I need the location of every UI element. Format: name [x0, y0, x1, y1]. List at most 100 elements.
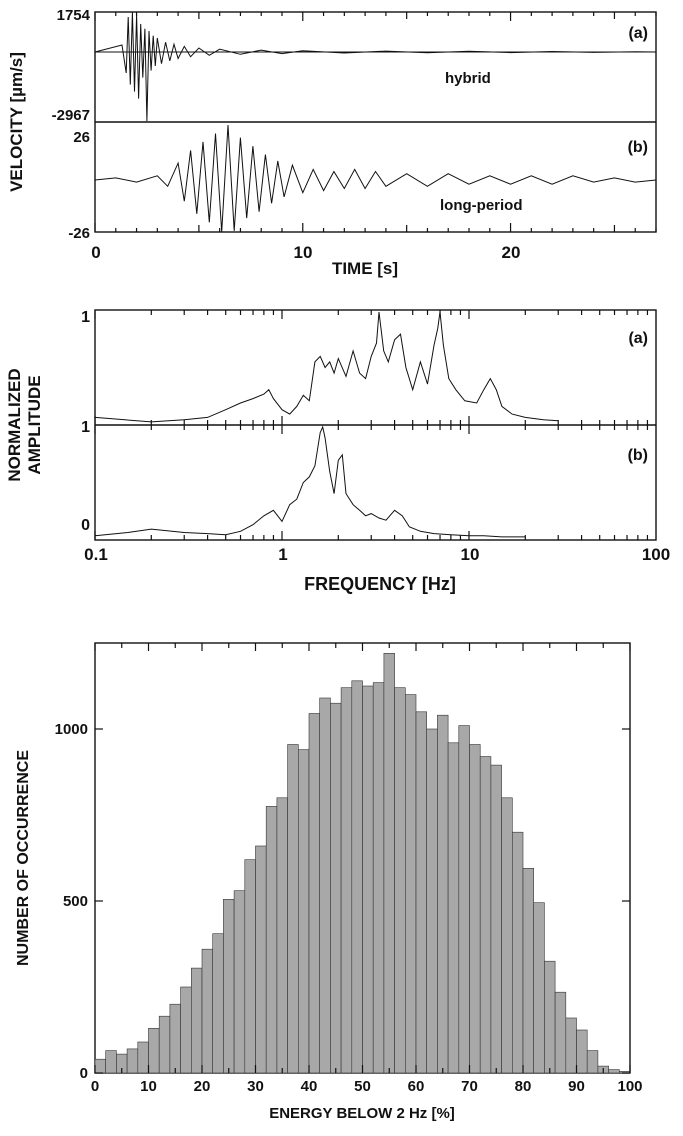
energy-tick-label: 50 [354, 1078, 371, 1095]
histogram-bar [565, 1017, 577, 1074]
energy-tick-label: 90 [568, 1078, 585, 1095]
velocity-axis-label: VELOCITY [µm/s] [7, 52, 26, 192]
histogram-bar [340, 687, 353, 1074]
spec-a-ymin-label: 1 [81, 419, 90, 436]
histogram-bar [126, 1048, 139, 1074]
occurrence-axis-label: NUMBER OF OCCURRENCE [15, 750, 32, 966]
spec-a-panel-tag: (a) [628, 330, 648, 347]
histogram-bar [244, 859, 256, 1074]
histogram-bar [158, 1015, 171, 1074]
histogram-bar [105, 1050, 117, 1074]
histogram-bar [490, 764, 502, 1074]
histogram-bar [404, 694, 417, 1074]
histogram-x-tick-labels: 0 10 20 30 40 50 60 70 80 90 100 [91, 1078, 643, 1095]
occurrence-tick-label: 1000 [55, 721, 88, 738]
histogram-bar [394, 687, 406, 1074]
histogram-bar [255, 845, 267, 1074]
long-period-trace [94, 124, 657, 233]
histogram-bar [437, 714, 449, 1074]
histogram-bar [330, 702, 342, 1074]
histogram-bar [544, 960, 556, 1074]
energy-tick-label: 30 [247, 1078, 264, 1095]
time-tick-0: 0 [91, 243, 100, 262]
energy-tick-label: 20 [194, 1078, 211, 1095]
occurrence-tick-label: 0 [80, 1065, 88, 1082]
histogram-bar [511, 831, 524, 1074]
hybrid-series-label: hybrid [445, 70, 491, 87]
histogram-bar [233, 890, 246, 1074]
hybrid-trace [94, 11, 657, 122]
histogram-bar [297, 749, 310, 1074]
time-tick-20: 20 [502, 243, 521, 262]
histogram-bar [180, 986, 192, 1074]
amplitude-axis-label-line1: NORMALIZED [5, 368, 24, 481]
histogram-bar [501, 797, 513, 1074]
lp-ymin-label: -26 [68, 225, 90, 242]
energy-tick-label: 40 [301, 1078, 318, 1095]
histogram-bar [608, 1069, 620, 1074]
histogram-bar [351, 680, 363, 1074]
frequency-axis-label: FREQUENCY [Hz] [304, 574, 456, 594]
amplitude-axis-label-line2: AMPLITUDE [25, 375, 44, 474]
spec-a-ymax-label: 1 [81, 309, 90, 326]
energy-tick-label: 10 [140, 1078, 157, 1095]
histogram-bar [137, 1041, 149, 1074]
hybrid-ymin-label: -2967 [52, 107, 90, 124]
histogram-bar [383, 652, 395, 1074]
time-tick-10: 10 [294, 243, 313, 262]
histogram-bar [308, 713, 320, 1074]
energy-tick-label: 70 [461, 1078, 478, 1095]
spec-b-ymin-label: 0 [81, 517, 90, 534]
energy-tick-label: 100 [617, 1078, 642, 1095]
lp-series-label: long-period [440, 197, 523, 214]
histogram-bar [276, 797, 288, 1074]
histogram-bar [223, 898, 235, 1074]
time-axis-label: TIME [s] [332, 259, 398, 278]
energy-axis-label: ENERGY BELOW 2 Hz [%] [269, 1105, 455, 1122]
histogram-bar [287, 744, 299, 1074]
amplitude-axis-label: NORMALIZED AMPLITUDE [5, 368, 44, 481]
spectrum-a-trace [94, 311, 559, 423]
histogram-bar [479, 756, 492, 1074]
histogram-bar [212, 933, 224, 1074]
freq-tick-1: 1 [278, 545, 287, 564]
spectrum-panel: 1 1 0 (a) (b) 0.1 1 10 100 FREQUENCY [Hz… [5, 309, 670, 594]
spectrum-b-trace [94, 425, 526, 538]
histogram-bar [191, 967, 203, 1074]
spectrum-x-ticks [94, 310, 649, 540]
histogram-bar [576, 1029, 588, 1074]
histogram-bar [265, 806, 278, 1074]
histogram-bar [362, 685, 374, 1074]
energy-tick-label: 0 [91, 1078, 99, 1095]
histogram-bar [533, 902, 545, 1074]
histogram-bars [94, 652, 631, 1074]
histogram-bar [372, 682, 385, 1074]
histogram-ticks [94, 643, 631, 1074]
lp-panel-tag: (b) [628, 139, 648, 156]
lp-ymax-label: 26 [73, 129, 90, 146]
energy-tick-label: 80 [515, 1078, 532, 1095]
histogram-bar [469, 744, 481, 1074]
velocity-panel: 1754 -2967 26 -26 (a) (b) hybrid long-pe… [7, 7, 657, 278]
histogram-bar [447, 742, 460, 1074]
histogram-bar [522, 867, 534, 1074]
histogram-bar [415, 711, 427, 1074]
freq-tick-0.1: 0.1 [84, 545, 108, 564]
freq-tick-10: 10 [461, 545, 480, 564]
histogram-bar [458, 725, 470, 1074]
histogram-bar [169, 1003, 181, 1074]
energy-tick-label: 60 [408, 1078, 425, 1095]
histogram-panel: 0 10 20 30 40 50 60 70 80 90 100 0 500 1000 ENERGY B… [15, 642, 643, 1122]
histogram-bar [554, 991, 567, 1074]
hybrid-panel-tag: (a) [628, 25, 648, 42]
spec-b-panel-tag: (b) [628, 447, 648, 464]
histogram-bar [319, 697, 331, 1074]
histogram-bar [148, 1028, 160, 1074]
velocity-x-ticks [94, 12, 657, 232]
hybrid-ymax-label: 1754 [57, 7, 91, 24]
histogram-bar [201, 948, 213, 1074]
histogram-bar [94, 1058, 106, 1074]
occurrence-tick-label: 500 [63, 893, 88, 910]
histogram-y-tick-labels: 0 500 1000 [55, 721, 88, 1082]
